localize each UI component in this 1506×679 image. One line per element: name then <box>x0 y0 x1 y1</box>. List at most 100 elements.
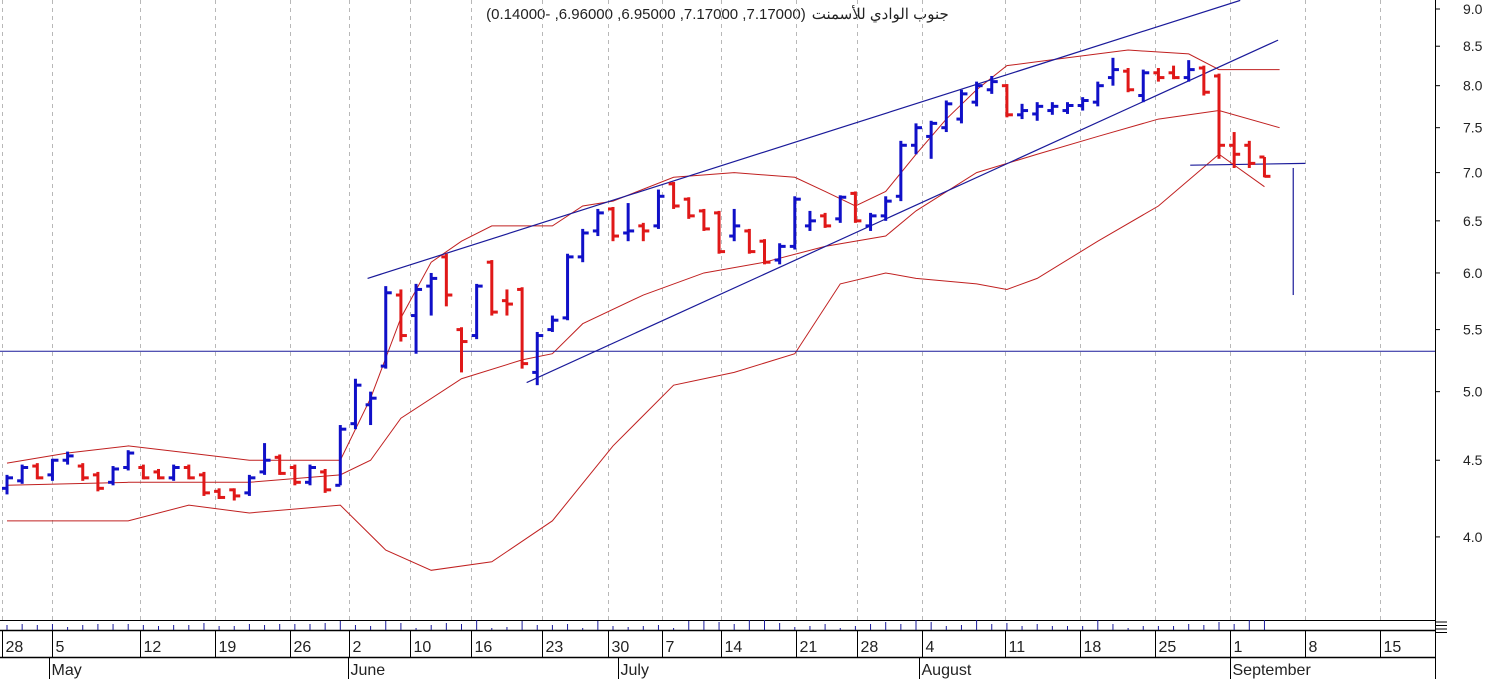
month-label: June <box>351 662 386 679</box>
ohlc-bar <box>744 228 756 254</box>
y-tick-label: 5.0 <box>1463 384 1483 400</box>
ohlc-bar <box>1062 102 1074 114</box>
ohlc-bar <box>1229 132 1241 168</box>
ohlc-bar <box>577 228 589 263</box>
ohlc-bar <box>911 123 922 155</box>
ohlc-bar <box>880 196 892 221</box>
ohlc-bar <box>532 331 544 386</box>
ohlc-bar <box>198 471 210 496</box>
ohlc-bar <box>1092 81 1104 107</box>
date-tick-label: 14 <box>725 639 743 656</box>
ohlc-bar <box>456 327 468 373</box>
date-tick-label: 4 <box>926 639 935 656</box>
ohlc-bar <box>32 463 44 480</box>
ohlc-bar <box>441 253 453 307</box>
ohlc-bar <box>835 195 847 223</box>
chart-title: جنوب الوادي للأسمنت (7.17000, 7.17000, 6.… <box>0 5 1435 23</box>
date-tick-label: 16 <box>475 639 493 656</box>
bollinger-lower <box>7 153 1265 571</box>
ohlc-bar <box>1047 102 1059 115</box>
trendline-channel-lower <box>526 39 1279 384</box>
ohlc-bar <box>926 120 938 159</box>
ohlc-bar <box>653 189 665 229</box>
ohlc-bar <box>365 391 377 426</box>
ohlc-bar <box>486 260 498 316</box>
trendline-short-line <box>1190 162 1306 166</box>
date-tick-label: 30 <box>612 639 630 656</box>
date-tick-label: 28 <box>861 639 879 656</box>
ohlc-bar <box>335 425 347 487</box>
ohlc-bar <box>471 283 483 340</box>
date-tick-label: 21 <box>800 639 818 656</box>
ohlc-bar <box>426 272 438 316</box>
date-tick-label: 23 <box>546 639 564 656</box>
ohlc-bar <box>562 253 574 321</box>
ohlc-bar <box>971 81 983 107</box>
y-tick-label: 4.0 <box>1463 529 1483 545</box>
ohlc-bar <box>1214 73 1225 159</box>
ohlc-bar <box>77 463 89 481</box>
ohlc-bar <box>941 100 953 133</box>
date-tick-label: 5 <box>56 639 65 656</box>
ohlc-bar <box>698 208 710 231</box>
ohlc-bar <box>608 206 619 242</box>
ohlc-bar <box>229 488 241 501</box>
ohlc-bar <box>47 458 59 481</box>
y-tick-label: 7.5 <box>1463 120 1483 136</box>
ohlc-bar <box>729 208 741 242</box>
ohlc-bar <box>289 464 301 486</box>
ohlc-bar <box>789 196 801 250</box>
ohlc-bar <box>668 181 680 209</box>
date-tick-label: 19 <box>219 639 237 656</box>
y-tick-label: 6.5 <box>1463 213 1483 229</box>
ohlc-bar <box>638 222 650 242</box>
ohlc-bar <box>1259 155 1271 178</box>
month-label: August <box>922 662 972 679</box>
ohlc-bar <box>123 450 135 471</box>
ohlc-bar <box>138 464 150 480</box>
ohlc-bar <box>895 140 907 202</box>
y-tick-label: 8.0 <box>1463 78 1483 94</box>
ohlc-bar <box>305 464 316 486</box>
y-tick-label: 8.5 <box>1463 38 1483 54</box>
ohlc-bar <box>623 203 635 242</box>
ohlc-bar <box>62 451 74 465</box>
ohlc-bar <box>1017 103 1029 120</box>
ohlc-bar <box>683 197 695 219</box>
date-tick-label: 1 <box>1234 639 1243 656</box>
ohlc-bar <box>592 208 604 237</box>
ohlc-bar <box>714 210 726 254</box>
ohlc-bar <box>1032 102 1044 121</box>
ohlc-bar <box>850 191 862 223</box>
date-tick-label: 10 <box>414 639 432 656</box>
date-tick-label: 11 <box>1009 639 1026 656</box>
ohlc-bar <box>17 464 29 484</box>
ohlc-bar <box>1123 68 1135 93</box>
ohlc-bar <box>1107 57 1119 86</box>
date-tick-label: 25 <box>1159 639 1177 656</box>
ohlc-bar <box>2 474 13 495</box>
ohlc-bar <box>380 286 392 369</box>
ohlc-bar <box>1198 65 1210 96</box>
date-tick-label: 18 <box>1084 639 1102 656</box>
ohlc-bar <box>183 464 195 480</box>
ohlc-bar <box>153 468 165 480</box>
ohlc-bar <box>244 474 256 496</box>
y-tick-label: 4.5 <box>1463 452 1483 468</box>
y-tick-label: 6.0 <box>1463 265 1483 281</box>
ohlc-bar <box>214 488 226 499</box>
ohlc-bar <box>956 89 968 124</box>
ohlc-bar <box>986 75 998 94</box>
ohlc-bar <box>168 464 180 481</box>
chart-title-values: (7.17000, 7.17000, 6.95000, 6.96000, -0.… <box>486 6 806 23</box>
bollinger-middle <box>6 110 1280 486</box>
ohlc-bar <box>774 243 786 265</box>
ohlc-bar <box>274 454 286 475</box>
trendline-channel-upper <box>367 0 1241 279</box>
ohlc-bar <box>759 239 771 265</box>
ohlc-bar <box>820 212 832 228</box>
ohlc-bar <box>92 471 104 492</box>
ohlc-bar <box>547 315 559 332</box>
y-tick-label: 5.5 <box>1463 322 1483 338</box>
month-label: September <box>1233 662 1312 679</box>
